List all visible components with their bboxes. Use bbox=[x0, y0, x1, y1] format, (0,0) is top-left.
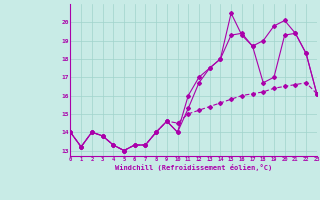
X-axis label: Windchill (Refroidissement éolien,°C): Windchill (Refroidissement éolien,°C) bbox=[115, 164, 272, 171]
